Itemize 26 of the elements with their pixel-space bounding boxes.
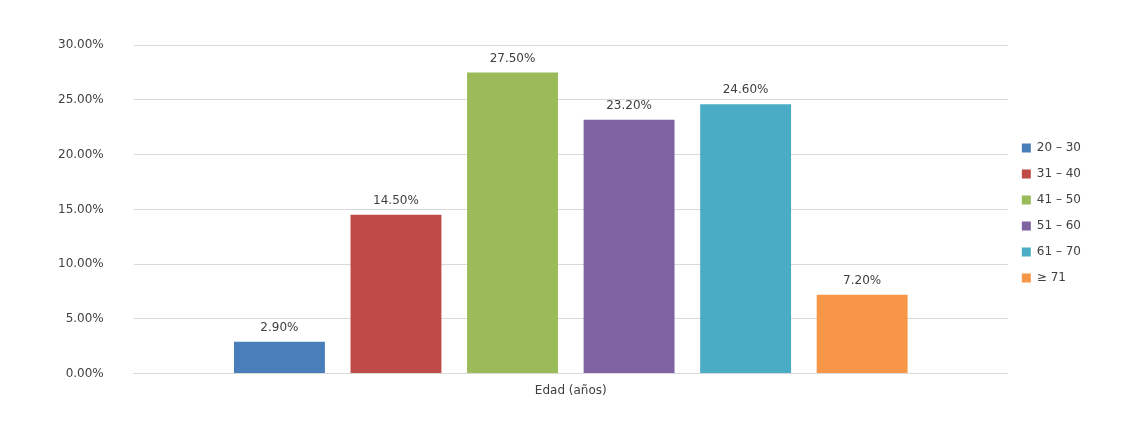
y-tick-label: 25.00%: [57, 92, 104, 107]
data-label: 27.50%: [489, 50, 536, 65]
legend-label: 20 – 30: [1036, 140, 1081, 155]
legend-label: 51 – 60: [1036, 218, 1081, 233]
legend-label: 61 – 70: [1036, 244, 1081, 259]
legend-label: ≥ 71: [1036, 270, 1066, 285]
bar: [700, 104, 792, 374]
y-tick-label: 30.00%: [57, 37, 104, 52]
bar: [816, 294, 908, 374]
bar: [467, 72, 558, 374]
x-tick-label: Edad (años): [534, 382, 607, 397]
bar: [350, 214, 442, 374]
legend-label: 31 – 40: [1036, 166, 1081, 181]
bar: [233, 341, 325, 374]
data-label: 23.20%: [606, 97, 652, 112]
data-label: 7.20%: [843, 272, 882, 287]
data-label: 24.60%: [722, 82, 769, 97]
legend-label: 41 – 50: [1036, 192, 1081, 207]
y-tick-label: 0.00%: [65, 365, 104, 380]
data-label: 2.90%: [260, 319, 299, 334]
y-tick-label: 10.00%: [57, 256, 104, 271]
y-tick-label: 5.00%: [65, 310, 104, 325]
bar: [583, 119, 675, 374]
y-tick-label: 20.00%: [57, 146, 104, 161]
y-tick-label: 15.00%: [57, 201, 104, 216]
data-label: 14.50%: [373, 193, 419, 207]
